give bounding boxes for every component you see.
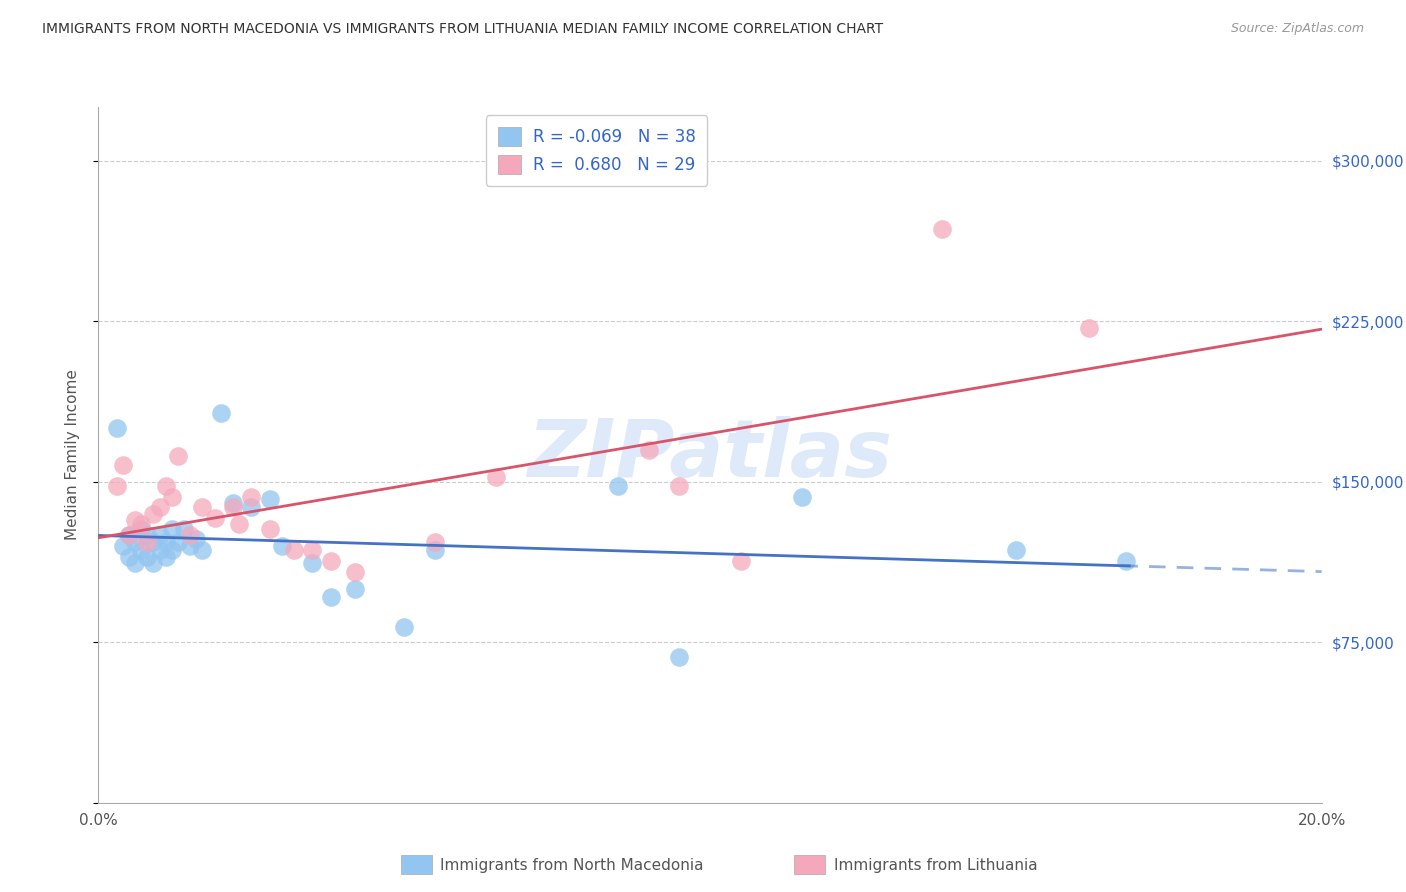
Point — [179, 539, 201, 553]
Point — [142, 534, 165, 549]
Point — [668, 479, 690, 493]
Point — [186, 533, 208, 547]
Point — [118, 528, 141, 542]
Point — [485, 470, 508, 484]
Point — [423, 534, 446, 549]
Point — [607, 479, 630, 493]
Point — [118, 528, 141, 542]
Point — [204, 511, 226, 525]
Point — [259, 491, 281, 506]
Text: Immigrants from North Macedonia: Immigrants from North Macedonia — [440, 858, 703, 872]
Point — [1004, 543, 1026, 558]
Point — [179, 528, 201, 542]
Point — [191, 543, 214, 558]
Point — [319, 554, 342, 568]
Point — [191, 500, 214, 515]
Point — [222, 496, 245, 510]
Point — [637, 442, 661, 457]
Point — [118, 549, 141, 564]
Point — [111, 458, 134, 472]
Point — [149, 543, 172, 558]
Point — [167, 534, 190, 549]
Text: Immigrants from Lithuania: Immigrants from Lithuania — [834, 858, 1038, 872]
Point — [931, 222, 953, 236]
Point — [228, 517, 250, 532]
Point — [155, 534, 177, 549]
Point — [790, 490, 813, 504]
Point — [105, 479, 128, 493]
Text: Source: ZipAtlas.com: Source: ZipAtlas.com — [1230, 22, 1364, 36]
Point — [173, 522, 195, 536]
Point — [344, 565, 367, 579]
Point — [301, 543, 323, 558]
Point — [129, 517, 152, 532]
Point — [283, 543, 305, 558]
Point — [129, 543, 152, 558]
Point — [1115, 554, 1137, 568]
Point — [1078, 320, 1101, 334]
Point — [160, 522, 183, 536]
Point — [124, 513, 146, 527]
Point — [167, 449, 190, 463]
Point — [240, 500, 263, 515]
Point — [155, 479, 177, 493]
Point — [259, 522, 281, 536]
Point — [160, 490, 183, 504]
Point — [129, 522, 152, 536]
Point — [142, 507, 165, 521]
Point — [344, 582, 367, 596]
Point — [124, 534, 146, 549]
Point — [301, 556, 323, 570]
Point — [149, 528, 172, 542]
Point — [730, 554, 752, 568]
Point — [142, 556, 165, 570]
Text: ZIPatlas: ZIPatlas — [527, 416, 893, 494]
Point — [423, 543, 446, 558]
Point — [160, 543, 183, 558]
Point — [240, 490, 263, 504]
Point — [124, 556, 146, 570]
Point — [155, 549, 177, 564]
Point — [209, 406, 232, 420]
Point — [105, 421, 128, 435]
Point — [668, 650, 690, 665]
Point — [392, 620, 416, 634]
Text: IMMIGRANTS FROM NORTH MACEDONIA VS IMMIGRANTS FROM LITHUANIA MEDIAN FAMILY INCOM: IMMIGRANTS FROM NORTH MACEDONIA VS IMMIG… — [42, 22, 883, 37]
Point — [136, 549, 159, 564]
Point — [136, 528, 159, 542]
Y-axis label: Median Family Income: Median Family Income — [65, 369, 80, 541]
Point — [270, 539, 292, 553]
Legend: R = -0.069   N = 38, R =  0.680   N = 29: R = -0.069 N = 38, R = 0.680 N = 29 — [486, 115, 707, 186]
Point — [319, 591, 342, 605]
Point — [222, 500, 245, 515]
Point — [111, 539, 134, 553]
Point — [149, 500, 172, 515]
Point — [136, 534, 159, 549]
